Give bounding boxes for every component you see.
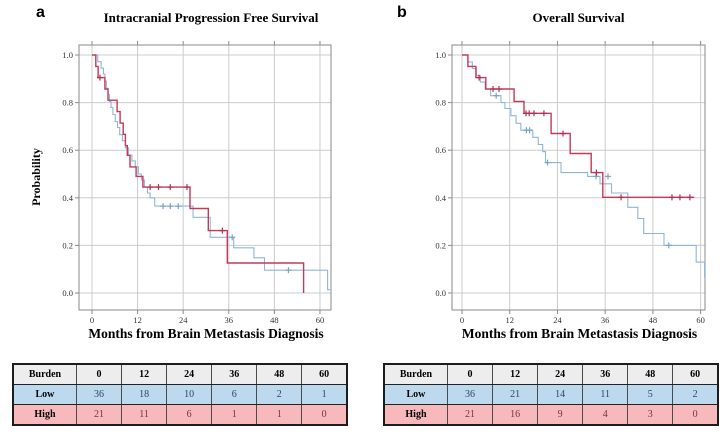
- risk-table-time-header: 24: [537, 363, 584, 385]
- x-tick-label: 24: [553, 315, 562, 325]
- x-tick-label: 0: [90, 315, 94, 325]
- risk-count-cell: 18: [121, 384, 168, 405]
- risk-count-cell: 6: [166, 404, 213, 426]
- y-tick-label: 0.2: [435, 240, 446, 250]
- risk-count-cell: 2: [256, 384, 303, 405]
- risk-count-cell: 1: [256, 404, 303, 426]
- x-tick-label: 36: [225, 315, 234, 325]
- risk-count-cell: 3: [627, 404, 674, 426]
- risk-count-cell: 2: [672, 384, 719, 405]
- y-tick-label: 0.0: [435, 288, 446, 298]
- chart-title-intracranial-pfs: Intracranial Progression Free Survival: [103, 10, 319, 25]
- risk-table-time-header: 0: [75, 363, 123, 385]
- risk-count-cell: 5: [627, 384, 674, 405]
- risk-count-cell: 36: [75, 384, 123, 405]
- y-tick-label: 0.2: [62, 240, 73, 250]
- risk-count-cell: 21: [492, 384, 539, 405]
- risk-table-time-header: 12: [121, 363, 168, 385]
- x-tick-label: 24: [179, 315, 188, 325]
- risk-table-time-header: 36: [582, 363, 629, 385]
- risk-table-intracranial-pfs: Burden 0 12 24 36 48 60 Low 36 18 10 6 2 1 High 21 11 6 1 1…: [12, 363, 348, 426]
- risk-row-label: High: [383, 404, 448, 426]
- risk-row-low: Low 36 21 14 11 5 2: [383, 384, 719, 405]
- x-tick-label: 0: [460, 315, 464, 325]
- km-curve-high: [92, 54, 305, 293]
- risk-table-time-header: 60: [672, 363, 719, 385]
- x-tick-label: 60: [316, 315, 325, 325]
- risk-table-corner-burden: Burden: [12, 363, 77, 385]
- risk-table-time-header: 12: [492, 363, 539, 385]
- risk-table-overall-survival: Burden 0 12 24 36 48 60 Low 36 21 14 11 5 2 High 21 16 9 4…: [383, 363, 719, 426]
- x-tick-label: 60: [696, 315, 705, 325]
- risk-table-time-header: 60: [301, 363, 348, 385]
- y-tick-label: 0.4: [435, 193, 446, 203]
- risk-table-time-header: 48: [627, 363, 674, 385]
- panel-a-label: a: [36, 4, 45, 21]
- y-tick-label: 0.6: [435, 145, 446, 155]
- risk-table-corner-burden: Burden: [383, 363, 448, 385]
- risk-count-cell: 4: [582, 404, 629, 426]
- risk-count-cell: 6: [211, 384, 258, 405]
- y-tick-label: 0.4: [62, 193, 73, 203]
- risk-count-cell: 1: [301, 384, 348, 405]
- risk-table-header-row: Burden 0 12 24 36 48 60: [12, 363, 348, 385]
- risk-table-header-row: Burden 0 12 24 36 48 60: [383, 363, 719, 385]
- risk-count-cell: 36: [446, 384, 494, 405]
- y-tick-label: 0.8: [62, 98, 73, 108]
- km-curve-low: [462, 54, 706, 278]
- y-tick-label: 0.8: [435, 98, 446, 108]
- risk-row-label: Low: [383, 384, 448, 405]
- x-tick-label: 48: [649, 315, 658, 325]
- tick-labels: 0 12 24 36 48 60 0.0 0.2 0.4 0.6 0.8 1.0: [62, 50, 324, 325]
- censor-marks-high: [96, 74, 226, 234]
- risk-table-time-header: 36: [211, 363, 258, 385]
- km-curve-high: [462, 54, 695, 198]
- panel-a: a Intracranial Progression Free Survival…: [12, 4, 348, 426]
- panel-b-label: b: [397, 4, 407, 21]
- risk-count-cell: 11: [582, 384, 629, 405]
- risk-table-time-header: 0: [446, 363, 494, 385]
- x-tick-label: 48: [270, 315, 279, 325]
- risk-count-cell: 9: [537, 404, 584, 426]
- risk-count-cell: 16: [492, 404, 539, 426]
- risk-count-cell: 14: [537, 384, 584, 405]
- x-axis-label-months-a: Months from Brain Metastasis Diagnosis: [88, 326, 324, 341]
- y-tick-label: 1.0: [435, 50, 446, 60]
- panel-b: b Overall Survival 0 12 24 36 48 60 0.0 0.2 0.4 0…: [361, 0, 722, 435]
- y-tick-label: 1.0: [62, 50, 73, 60]
- risk-count-cell: 21: [75, 404, 123, 426]
- risk-row-low: Low 36 18 10 6 2 1: [12, 384, 348, 405]
- risk-row-label: High: [12, 404, 77, 426]
- x-tick-label: 36: [601, 315, 610, 325]
- axes-frame: [448, 41, 706, 314]
- gridlines: [79, 45, 331, 310]
- risk-count-cell: 11: [121, 404, 168, 426]
- x-tick-label: 12: [133, 315, 142, 325]
- km-chart-overall-survival: 0 12 24 36 48 60 0.0 0.2 0.4 0.6 0.8 1.0: [435, 41, 706, 325]
- x-axis-label-months-b: Months from Brain Metastasis Diagnosis: [461, 326, 698, 341]
- censor-marks-low: [160, 203, 292, 274]
- risk-table-time-header: 24: [166, 363, 213, 385]
- risk-count-cell: 0: [672, 404, 719, 426]
- risk-count-cell: 10: [166, 384, 213, 405]
- risk-count-cell: 0: [301, 404, 348, 426]
- y-tick-label: 0.6: [62, 145, 73, 155]
- risk-row-high: High 21 11 6 1 1 0: [12, 404, 348, 426]
- tick-labels: 0 12 24 36 48 60 0.0 0.2 0.4 0.6 0.8 1.0: [435, 50, 704, 325]
- risk-count-cell: 21: [446, 404, 494, 426]
- chart-title-overall-survival: Overall Survival: [532, 10, 625, 25]
- risk-row-label: Low: [12, 384, 77, 405]
- risk-count-cell: 1: [211, 404, 258, 426]
- y-tick-label: 0.0: [62, 288, 73, 298]
- km-curve-low: [92, 54, 330, 291]
- axes-frame: [75, 41, 332, 314]
- censor-marks-low: [493, 92, 672, 249]
- censor-marks-high: [476, 74, 693, 201]
- x-tick-label: 12: [505, 315, 514, 325]
- risk-table-time-header: 48: [256, 363, 303, 385]
- risk-row-high: High 21 16 9 4 3 0: [383, 404, 719, 426]
- km-chart-intracranial-pfs: 0 12 24 36 48 60 0.0 0.2 0.4 0.6 0.8 1.0: [62, 41, 332, 325]
- gridlines: [452, 45, 705, 310]
